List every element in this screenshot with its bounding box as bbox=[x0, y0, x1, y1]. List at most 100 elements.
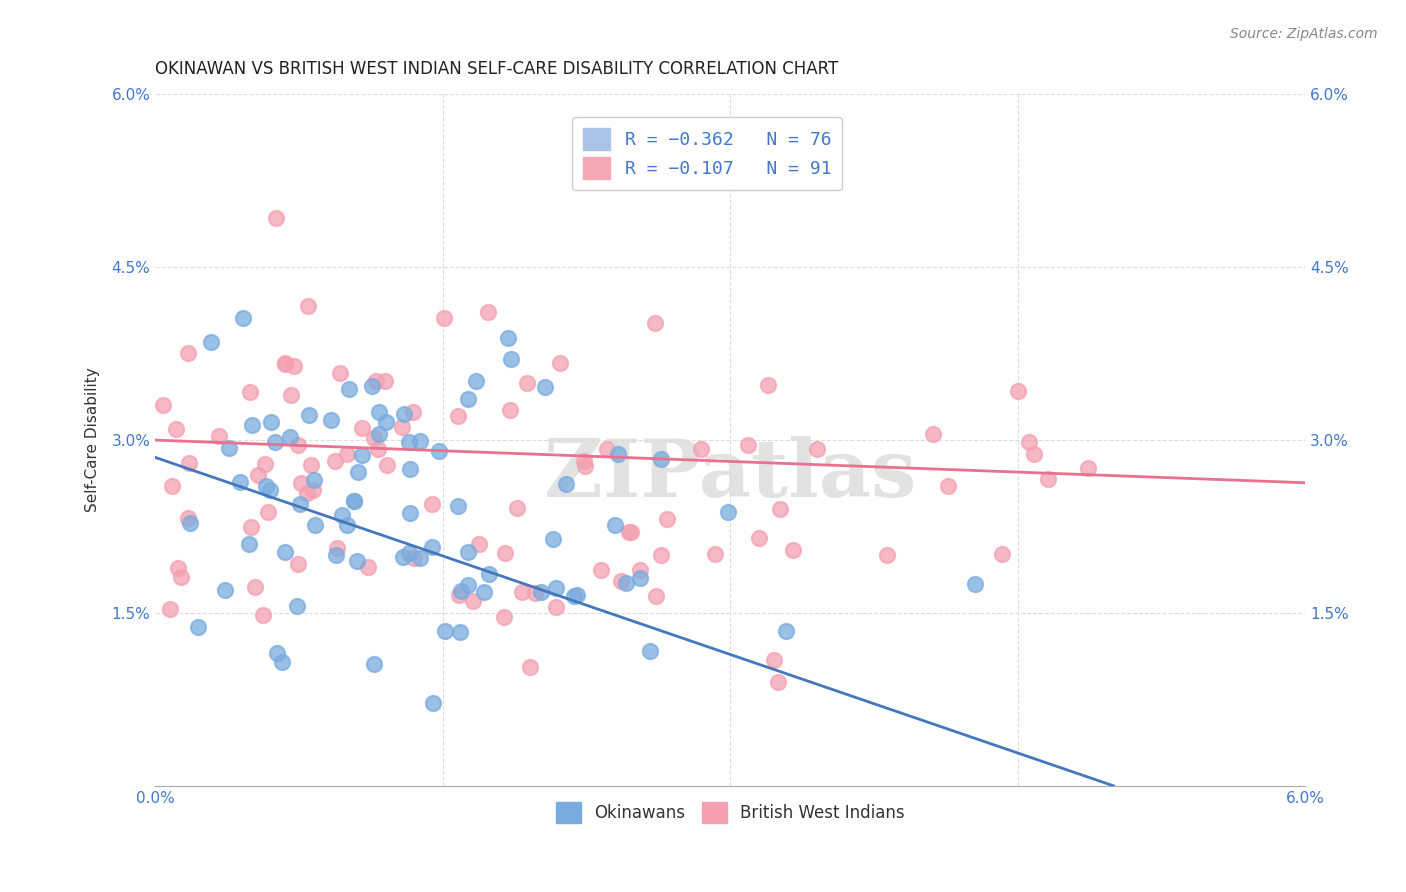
Point bbox=[280, 388, 302, 402]
Point bbox=[1038, 472, 1060, 486]
Point bbox=[782, 543, 804, 558]
Point bbox=[603, 518, 626, 533]
Point bbox=[392, 407, 415, 421]
Point bbox=[254, 479, 277, 493]
Point bbox=[806, 442, 828, 457]
Point bbox=[399, 461, 422, 475]
Point bbox=[766, 674, 789, 689]
Point bbox=[477, 305, 499, 319]
Point bbox=[343, 494, 366, 508]
Point bbox=[304, 517, 326, 532]
Point bbox=[287, 438, 309, 452]
Point bbox=[392, 550, 415, 565]
Point bbox=[232, 310, 254, 325]
Point bbox=[876, 548, 898, 562]
Point bbox=[402, 550, 425, 565]
Point bbox=[266, 646, 288, 660]
Point bbox=[717, 505, 740, 519]
Text: OKINAWAN VS BRITISH WEST INDIAN SELF-CARE DISABILITY CORRELATION CHART: OKINAWAN VS BRITISH WEST INDIAN SELF-CAR… bbox=[155, 60, 838, 78]
Point bbox=[555, 476, 578, 491]
Point bbox=[208, 429, 231, 443]
Point bbox=[391, 419, 413, 434]
Point bbox=[463, 594, 485, 608]
Point bbox=[263, 434, 285, 449]
Point bbox=[449, 625, 471, 640]
Point bbox=[336, 446, 359, 460]
Point bbox=[574, 454, 596, 468]
Point bbox=[457, 545, 479, 559]
Point bbox=[506, 501, 529, 516]
Point bbox=[288, 497, 311, 511]
Point bbox=[457, 392, 479, 406]
Text: Source: ZipAtlas.com: Source: ZipAtlas.com bbox=[1230, 27, 1378, 41]
Point bbox=[350, 448, 373, 462]
Point bbox=[963, 577, 986, 591]
Point bbox=[363, 657, 385, 672]
Point bbox=[515, 376, 537, 390]
Point bbox=[278, 430, 301, 444]
Point bbox=[259, 483, 281, 497]
Point bbox=[1007, 384, 1029, 398]
Point bbox=[737, 437, 759, 451]
Point bbox=[420, 497, 443, 511]
Point bbox=[610, 574, 633, 588]
Point bbox=[756, 377, 779, 392]
Point bbox=[640, 644, 662, 658]
Point bbox=[644, 316, 666, 330]
Point bbox=[689, 442, 711, 457]
Point bbox=[357, 560, 380, 574]
Point bbox=[650, 452, 672, 467]
Point bbox=[160, 479, 183, 493]
Point bbox=[330, 508, 353, 522]
Point bbox=[285, 599, 308, 613]
Point bbox=[447, 409, 470, 423]
Point bbox=[567, 588, 589, 602]
Point bbox=[748, 532, 770, 546]
Point bbox=[325, 454, 347, 468]
Point bbox=[524, 586, 547, 600]
Point bbox=[650, 549, 672, 563]
Point bbox=[179, 456, 201, 470]
Point bbox=[218, 441, 240, 455]
Point bbox=[374, 374, 396, 388]
Point bbox=[152, 398, 174, 412]
Point bbox=[302, 473, 325, 487]
Point bbox=[321, 412, 343, 426]
Point bbox=[628, 571, 651, 585]
Point bbox=[510, 585, 533, 599]
Point bbox=[703, 547, 725, 561]
Point bbox=[433, 624, 456, 638]
Point bbox=[257, 505, 280, 519]
Point bbox=[240, 418, 263, 433]
Point bbox=[283, 359, 305, 374]
Point bbox=[420, 540, 443, 554]
Point bbox=[546, 599, 568, 614]
Point bbox=[375, 458, 398, 472]
Point bbox=[346, 553, 368, 567]
Point bbox=[616, 576, 638, 591]
Point bbox=[159, 601, 181, 615]
Point bbox=[347, 466, 370, 480]
Point bbox=[364, 374, 387, 388]
Text: ZIPatlas: ZIPatlas bbox=[544, 435, 917, 514]
Point bbox=[274, 545, 297, 559]
Point bbox=[302, 483, 325, 498]
Point bbox=[409, 551, 432, 566]
Point bbox=[363, 430, 385, 444]
Point bbox=[177, 511, 200, 525]
Point bbox=[337, 382, 360, 396]
Point bbox=[247, 468, 270, 483]
Point bbox=[422, 696, 444, 710]
Point bbox=[170, 570, 193, 584]
Point bbox=[398, 435, 420, 450]
Point bbox=[295, 485, 318, 500]
Legend: Okinawans, British West Indians: Okinawans, British West Indians bbox=[546, 792, 914, 833]
Point bbox=[763, 653, 786, 667]
Point bbox=[607, 447, 630, 461]
Point bbox=[243, 580, 266, 594]
Point bbox=[446, 500, 468, 514]
Point bbox=[492, 609, 515, 624]
Point bbox=[427, 444, 450, 458]
Point bbox=[541, 532, 564, 546]
Point bbox=[298, 408, 321, 422]
